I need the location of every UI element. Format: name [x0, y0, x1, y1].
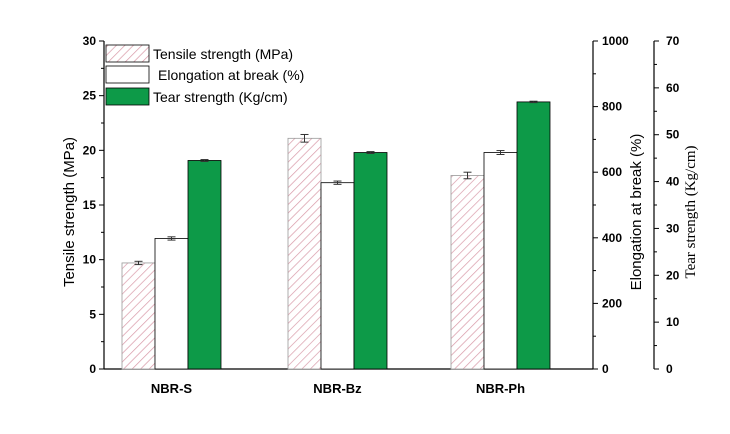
bar-elongation-nbr-s [154, 238, 189, 370]
category-labels: NBR-S NBR-Bz NBR-Ph [151, 381, 525, 396]
bar-tensile-nbr-s [121, 262, 156, 370]
right2-tick-label: 20 [666, 268, 680, 282]
left-tick-label: 30 [83, 34, 97, 48]
left-tick-label: 15 [83, 198, 97, 212]
left-tick-label: 10 [83, 253, 97, 267]
category-label-nbr-bz: NBR-Bz [313, 381, 362, 396]
left-tick-label: 5 [89, 307, 96, 321]
category-label-nbr-s: NBR-S [151, 381, 192, 396]
right-axis-1-ticks: 0 200 400 600 800 1000 [593, 34, 629, 376]
right-axis-2-title: Tear strength (Kg/cm) [683, 145, 699, 278]
right2-tick-label: 40 [666, 175, 680, 189]
bar-elongation-nbr-bz [320, 182, 355, 370]
category-label-nbr-ph: NBR-Ph [476, 381, 525, 396]
right1-tick-label: 0 [602, 362, 609, 376]
right-axis-2-ticks: 0 10 20 30 40 50 60 70 [654, 34, 680, 376]
left-tick-label: 20 [83, 143, 97, 157]
legend: Tensile strength (MPa) Elongation at bre… [105, 44, 304, 106]
bars-group [121, 100, 551, 370]
left-tick-label: 0 [89, 362, 96, 376]
bar-tensile-nbr-bz [287, 137, 322, 370]
bar-tear-nbr-bz [353, 152, 388, 370]
bar-tensile-nbr-ph [450, 175, 485, 370]
bar-tear-nbr-s [187, 160, 222, 370]
left-axis-ticks: 0 5 10 15 20 25 30 [83, 34, 104, 376]
right1-tick-label: 1000 [602, 34, 629, 48]
bar-elongation-nbr-ph [483, 152, 518, 370]
legend-swatch-tear [105, 87, 150, 106]
right1-tick-label: 200 [602, 296, 622, 310]
right1-tick-label: 400 [602, 231, 622, 245]
right2-tick-label: 0 [666, 362, 673, 376]
legend-swatch-tensile [105, 44, 150, 63]
right2-tick-label: 30 [666, 221, 680, 235]
legend-label-elongation: Elongation at break (%) [158, 67, 304, 83]
right1-tick-label: 800 [602, 100, 622, 114]
bar-tear-nbr-ph [516, 101, 551, 370]
legend-label-tear: Tear strength (Kg/cm) [153, 89, 288, 105]
legend-swatch-elongation [105, 65, 150, 84]
right2-tick-label: 70 [666, 34, 680, 48]
left-axis-title: Tensile strength (MPa) [61, 137, 78, 287]
right1-tick-label: 600 [602, 165, 622, 179]
legend-label-tensile: Tensile strength (MPa) [153, 46, 293, 62]
right-axis-1-title: Elongation at break (%) [628, 134, 645, 291]
right2-tick-label: 50 [666, 128, 680, 142]
right2-tick-label: 10 [666, 315, 680, 329]
right2-tick-label: 60 [666, 81, 680, 95]
left-tick-label: 25 [83, 89, 97, 103]
